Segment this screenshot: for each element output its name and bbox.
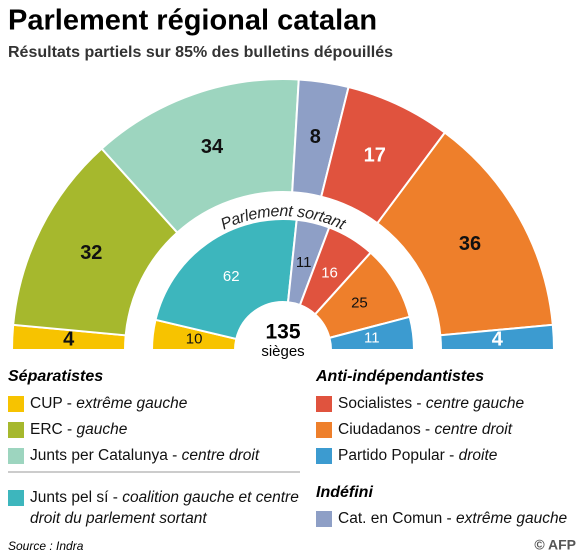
segment-label: 17 [364, 144, 386, 166]
center-value: 135 [265, 321, 300, 344]
legend-swatch [316, 511, 332, 527]
segment-label: 62 [223, 268, 240, 285]
segment-label: 36 [459, 233, 481, 255]
legend-entry: Socialistes - centre gauche [338, 395, 525, 412]
legend-description: centre droit [434, 421, 513, 438]
segment-label: 32 [80, 242, 102, 264]
legend-name: Partido Popular [338, 447, 445, 464]
legend-entry: Junts per Catalunya - centre droit [30, 447, 260, 464]
legend-description: coalition gauche et centre droit du parl… [30, 489, 299, 527]
legend-name: CUP [30, 395, 63, 412]
source: Source : Indra [8, 539, 84, 553]
legend-description: extrême gauche [76, 395, 188, 412]
segment-label: 11 [296, 254, 312, 271]
legend-description: centre gauche [425, 395, 525, 412]
legend-entry: ERC - gauche [30, 421, 128, 438]
segment-label: 8 [310, 126, 321, 148]
legend-entry: Partido Popular - droite [338, 447, 498, 464]
legend-entry: Ciudadanos - centre droit [338, 421, 513, 438]
legend-group-title: Anti-indépendantistes [316, 368, 485, 385]
legend-description: extrême gauche [456, 510, 568, 527]
legend-group-title: Séparatistes [8, 368, 104, 385]
segment-label: 4 [492, 328, 504, 350]
segment-label: 10 [186, 331, 203, 348]
legend-swatch [316, 448, 332, 464]
legend-swatch [316, 396, 332, 412]
legend-swatch [8, 448, 24, 464]
legend-name: ERC [30, 421, 63, 438]
legend-description: centre droit [181, 447, 260, 464]
title: Parlement régional catalan [8, 5, 377, 37]
seat-segment [328, 315, 416, 351]
legend-group-title: Indéfini [316, 484, 373, 501]
subtitle: Résultats partiels sur 85% des bulletins… [8, 44, 393, 61]
seat-segment [439, 323, 556, 351]
legend-entry: Junts pel sí - coalition gauche et centr… [30, 489, 299, 527]
segment-label: 16 [321, 265, 338, 282]
legend-swatch [8, 422, 24, 438]
legend-description: droite [458, 447, 498, 464]
center-label: sièges [261, 343, 304, 360]
legend-description: gauche [76, 421, 128, 438]
credit: © AFP [534, 537, 576, 553]
legend-entry: CUP - extrême gauche [30, 395, 188, 412]
legend-name: Junts per Catalunya [30, 447, 168, 464]
legend-name: Ciudadanos [338, 421, 421, 438]
legend-name: Junts pel sí [30, 489, 109, 506]
legend-name: Socialistes [338, 395, 413, 412]
legend-swatch [8, 490, 24, 506]
legend-swatch [316, 422, 332, 438]
seat-segment [154, 218, 298, 341]
segment-label: 34 [201, 136, 224, 158]
legend-name: Cat. en Comun [338, 510, 443, 527]
segment-label: 4 [63, 328, 75, 350]
legend-entry: Cat. en Comun - extrême gauche [338, 510, 568, 527]
segment-label: 25 [351, 294, 368, 311]
segment-label: 11 [364, 330, 380, 347]
legend-swatch [8, 396, 24, 412]
